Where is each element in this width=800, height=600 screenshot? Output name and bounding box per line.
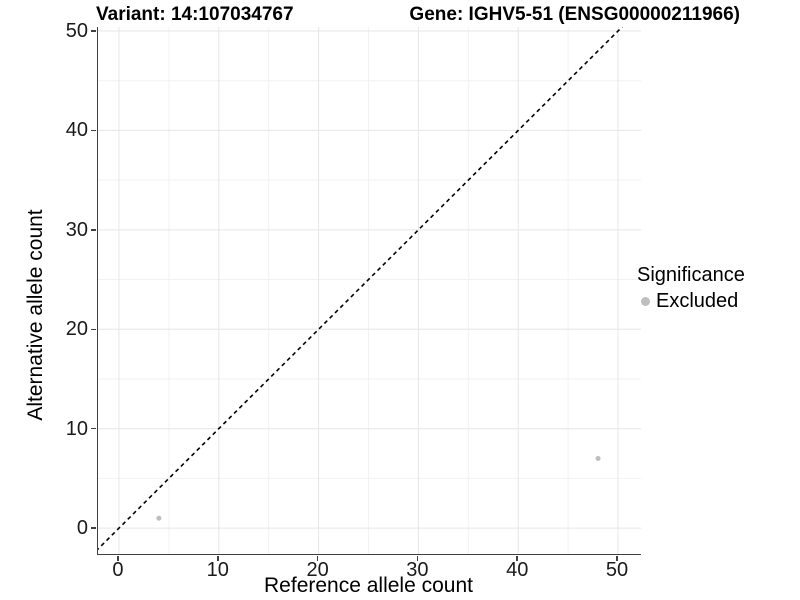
legend-item-label: Excluded (656, 290, 739, 312)
x-tick-label: 30 (406, 559, 429, 581)
y-tick-label: 0 (76, 517, 88, 540)
identity-line (98, 27, 624, 551)
x-tick-label: 10 (206, 559, 229, 581)
x-tick-label: 0 (112, 559, 124, 581)
legend-item: Excluded (637, 289, 745, 313)
x-tick-label: 50 (605, 559, 629, 581)
y-tick-mark (91, 129, 96, 132)
plot-title-gene: Gene: IGHV5-51 (ENSG00000211966) (409, 4, 740, 25)
legend-title: Significance (637, 264, 745, 286)
x-tick-mark (616, 555, 618, 561)
y-tick-mark (91, 527, 96, 529)
legend: Significance Excluded (637, 263, 745, 313)
y-tick-label: 50 (65, 19, 88, 42)
x-tick-mark (416, 555, 419, 561)
x-tick-label: 40 (506, 559, 529, 581)
x-axis-title: Reference allele count (264, 574, 473, 597)
y-tick-label: 20 (65, 318, 88, 341)
x-tick-mark (117, 555, 119, 561)
data-point (156, 515, 162, 521)
plot-title-row: Variant: 14:107034767 Gene: IGHV5-51 (EN… (96, 3, 740, 26)
y-tick-mark (91, 427, 96, 430)
plot-title-variant: Variant: 14:107034767 (96, 4, 294, 25)
y-tick-label: 10 (65, 417, 88, 440)
data-point (595, 456, 601, 462)
chart-svg (98, 27, 641, 554)
legend-point-icon (641, 296, 650, 306)
plot-panel (97, 27, 641, 555)
x-tick-mark (217, 555, 219, 561)
x-tick-label: 20 (306, 559, 329, 581)
y-tick-mark (91, 30, 96, 32)
y-tick-mark (91, 229, 96, 231)
y-tick-mark (91, 328, 96, 331)
y-tick-label: 30 (65, 218, 88, 241)
y-tick-label: 40 (65, 119, 88, 142)
x-tick-mark (316, 555, 319, 561)
x-tick-mark (516, 555, 518, 561)
